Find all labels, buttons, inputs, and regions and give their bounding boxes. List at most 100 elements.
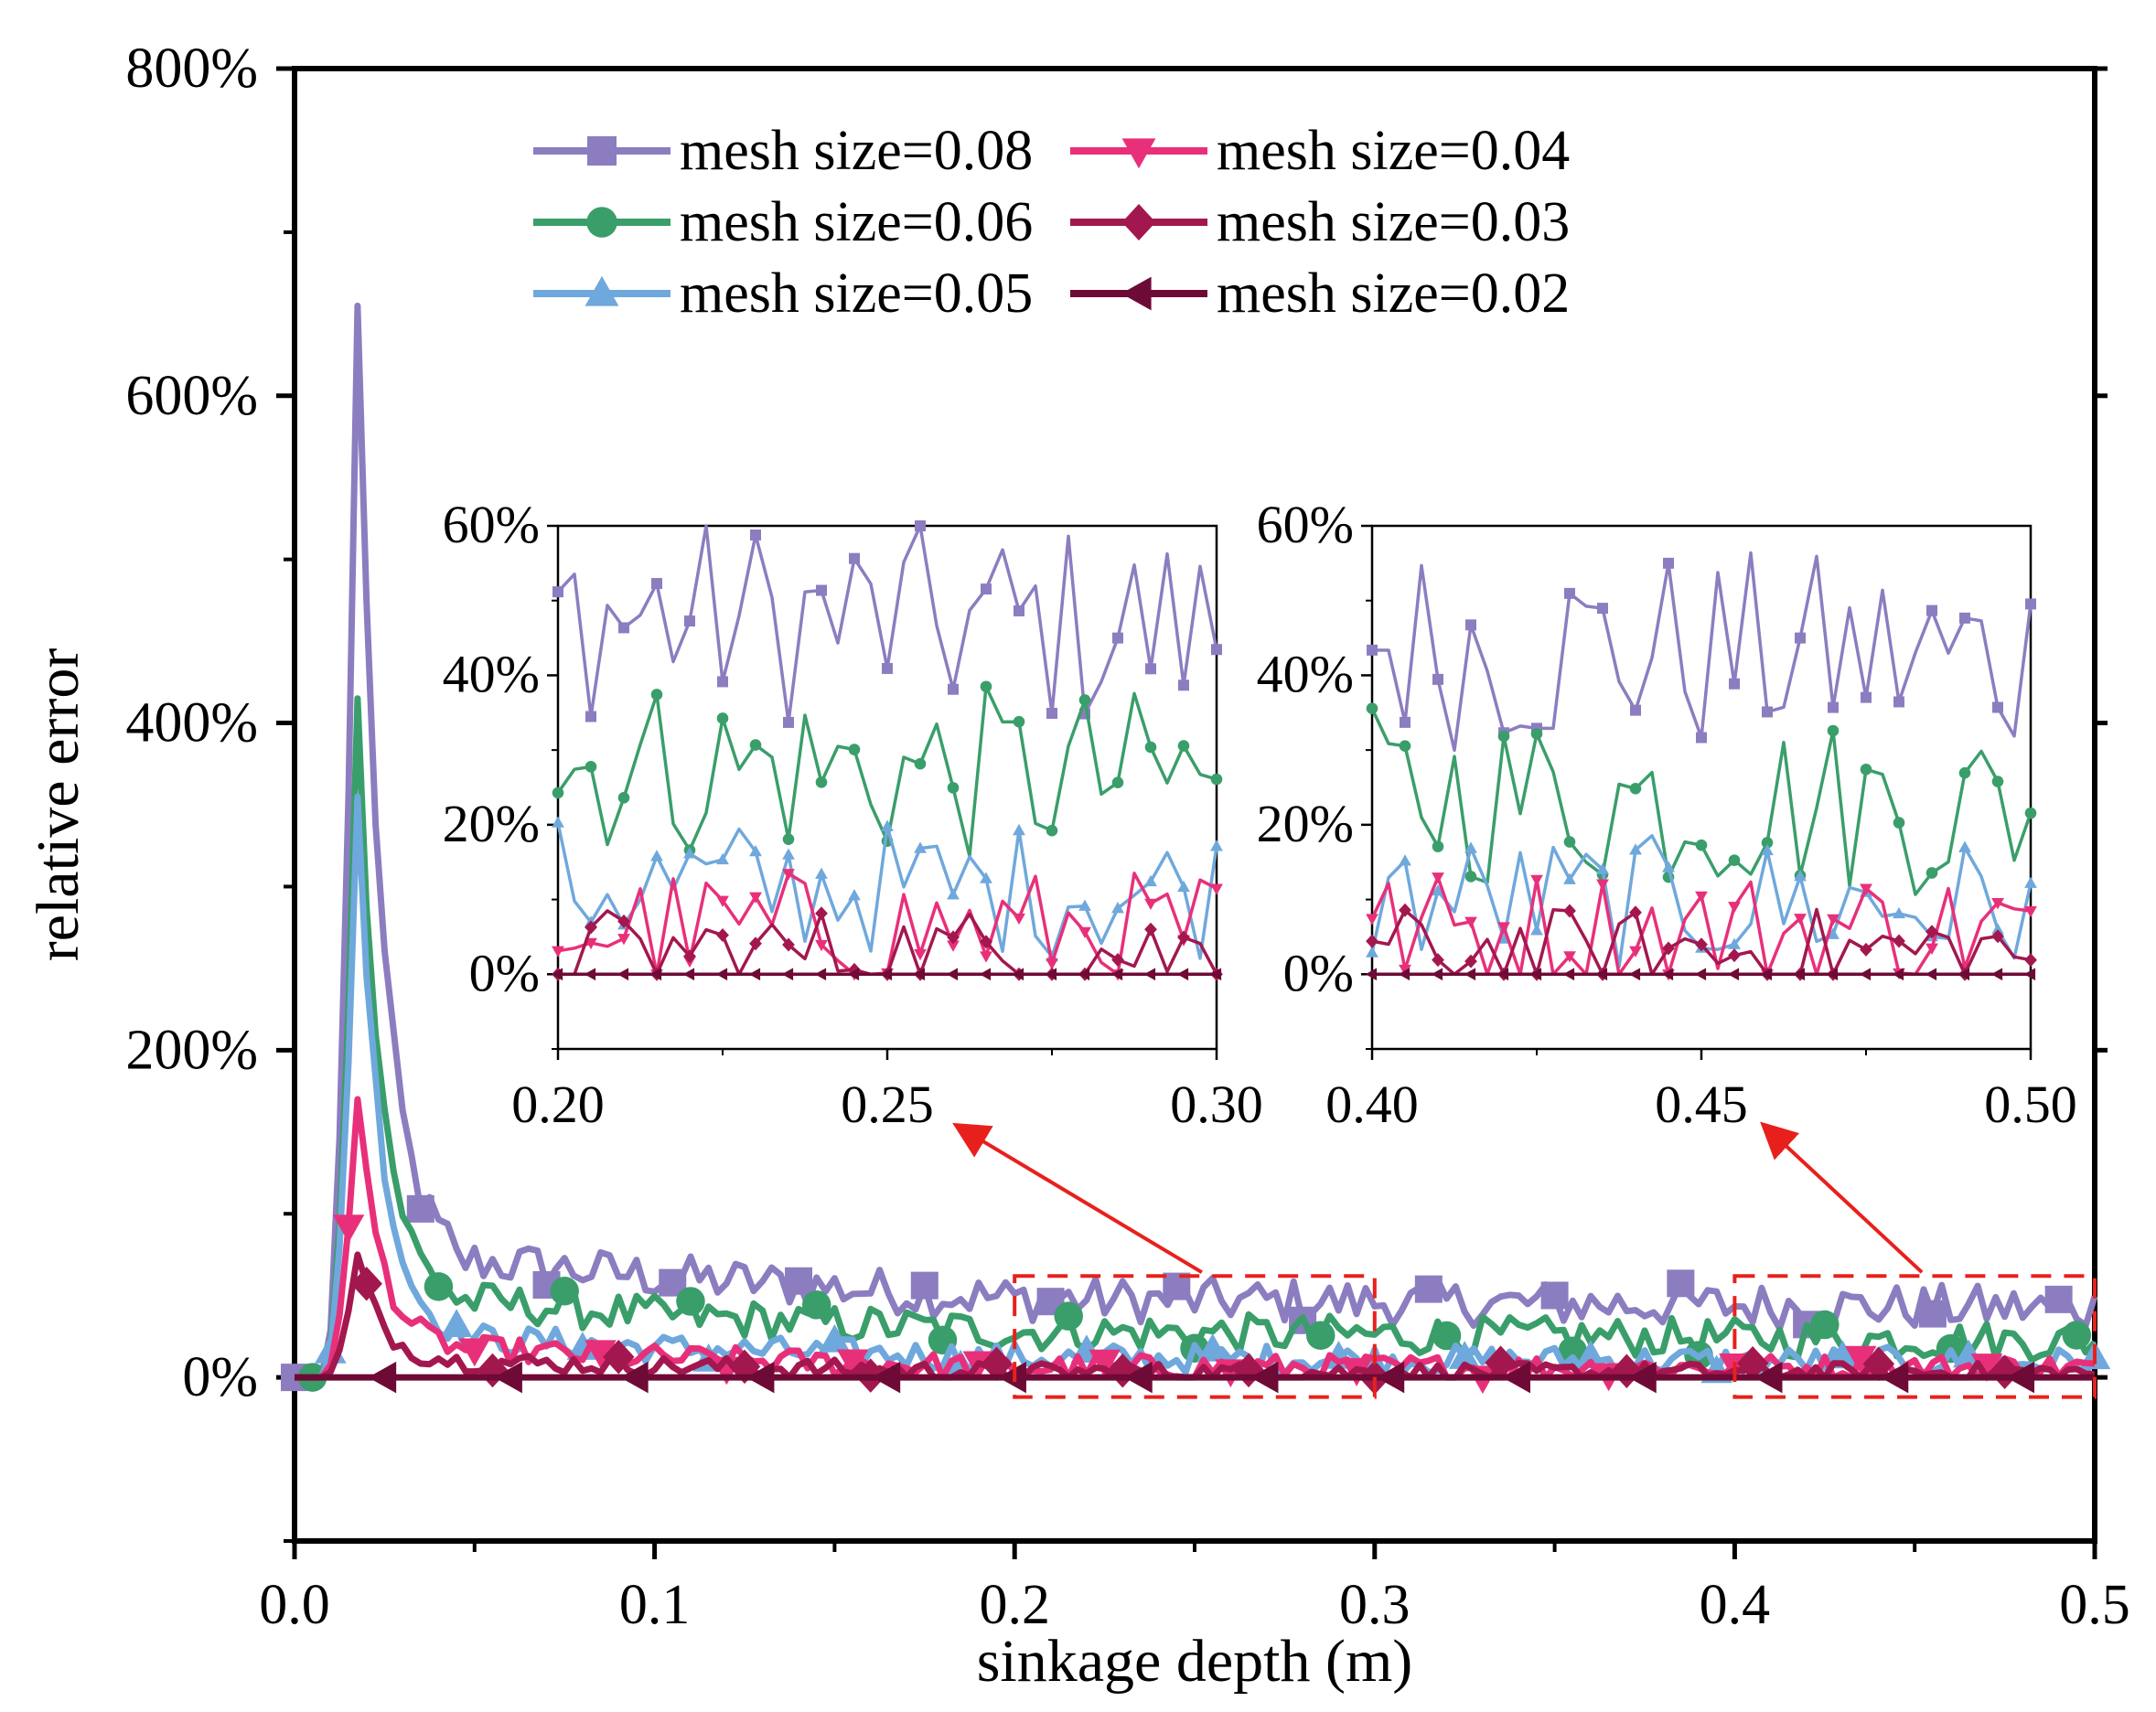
inset-data-point (1892, 968, 1904, 981)
y-tick-label: 0% (182, 1346, 258, 1408)
inset-data-point (618, 622, 629, 634)
inset-data-point (552, 816, 564, 828)
inset-data-point (716, 895, 729, 907)
data-point (1054, 1301, 1083, 1331)
data-point (1502, 1361, 1530, 1394)
inset-data-point (1399, 854, 1411, 866)
inset-data-point (1366, 946, 1378, 958)
inset-data-point (1366, 702, 1378, 715)
inset-data-point (1078, 968, 1090, 981)
inset-data-point (1398, 968, 1411, 981)
inset-data-point (1144, 874, 1157, 887)
data-point (998, 1361, 1026, 1394)
inset-data-point (979, 968, 992, 981)
inset-data-point (1860, 763, 1872, 776)
inset-data-point (1210, 883, 1223, 895)
inset-y-tick-label: 20% (1257, 794, 1354, 853)
inset-data-point (1013, 913, 1025, 926)
inset-data-point (1991, 898, 2004, 910)
inset-data-point (683, 847, 696, 859)
inset-data-point (1597, 603, 1608, 615)
inset-data-point (1046, 824, 1058, 837)
inset-data-point (1727, 968, 1740, 981)
series-line (295, 302, 2098, 1381)
inset-plots: 0% 20% 40% 60% 0.20 0.25 0.30 0% 20% 40% 60% 0.40 0.… (443, 495, 2077, 1134)
inset-data-point (1464, 916, 1477, 928)
inset-data-point (1661, 968, 1674, 981)
y-tick-label: 600% (125, 365, 258, 427)
inset-data-point (1893, 696, 1904, 708)
inset-data-point (1144, 741, 1157, 754)
data-point (910, 1271, 939, 1300)
inset-data-point (1399, 964, 1411, 977)
legend: mesh size=0.08 mesh size=0.06 mesh size=0.… (533, 120, 1570, 325)
inset-data-point (782, 937, 795, 952)
inset-y-tick-label: 0% (1283, 943, 1354, 1002)
inset-data-point (1530, 924, 1543, 936)
inset-data-point (650, 689, 663, 701)
inset-data-point (1991, 929, 2004, 944)
inset-data-point (1112, 632, 1123, 644)
legend-marker (587, 136, 617, 166)
inset-data-point (980, 872, 992, 883)
zoom-arrow (952, 1122, 1203, 1274)
data-point (550, 1277, 579, 1306)
inset-data-point (1111, 776, 1124, 789)
inset-data-point (552, 946, 564, 958)
inset-data-point (1145, 663, 1156, 675)
data-point (1558, 1336, 1588, 1366)
inset-data-point (1729, 678, 1740, 690)
inset-data-point (1432, 953, 1444, 968)
inset-data-point (815, 906, 828, 921)
inset-data-point (815, 867, 828, 879)
inset-data-point (1893, 934, 1905, 948)
inset-series-mesh-size-0-02 (1365, 968, 2036, 981)
zoom-box (1013, 1274, 1377, 1399)
inset-data-point (1013, 715, 1025, 728)
inset-data-point (1464, 968, 1476, 981)
inset-data-point (749, 936, 762, 951)
inset-data-point (1925, 943, 1938, 955)
data-point (566, 1332, 599, 1360)
legend-item: mesh size=0.04 (1070, 120, 1570, 182)
inset-data-point (1893, 817, 1905, 829)
inset-data-point (1794, 914, 1807, 926)
inset-data-point (1925, 867, 1938, 879)
inset-data-point (617, 914, 630, 928)
inset-data-point (1110, 968, 1123, 981)
inset-data-point (749, 892, 762, 904)
inset-data-point (1860, 942, 1872, 957)
inset-data-point (1925, 925, 1938, 939)
inset-data-point (1629, 843, 1642, 855)
inset-data-point (1958, 840, 1971, 852)
inset-data-point (1144, 922, 1157, 936)
inset-data-point (715, 968, 728, 981)
inset-data-point (848, 889, 861, 901)
data-point (1250, 1361, 1279, 1394)
inset-data-point (1400, 716, 1411, 728)
inset-data-point (1178, 679, 1189, 691)
data-point (1306, 1321, 1335, 1350)
inset-data-point (847, 968, 860, 981)
inset-data-point (1827, 724, 1840, 737)
inset-data-point (981, 583, 992, 595)
inset-data-point (946, 968, 959, 981)
inset-data-point (1859, 968, 1872, 981)
data-point (332, 1214, 365, 1243)
inset-data-point (617, 934, 630, 946)
data-point (1880, 1361, 1909, 1394)
inset-data-point (1925, 968, 1937, 981)
inset-y-tick-label: 40% (1257, 644, 1354, 703)
x-tick-label: 0.3 (1339, 1574, 1411, 1636)
data-point (1448, 1341, 1481, 1369)
inset-data-point (1728, 937, 1741, 949)
inset-data-point (1992, 701, 2003, 713)
inset-data-point (1366, 914, 1378, 926)
legend-marker (1121, 276, 1152, 311)
inset-series-mesh-size-0-06 (552, 680, 1223, 858)
data-point (494, 1361, 522, 1394)
inset-data-point (1991, 776, 2004, 787)
inset-data-point (1367, 644, 1378, 656)
inset-data-point (1012, 968, 1024, 981)
